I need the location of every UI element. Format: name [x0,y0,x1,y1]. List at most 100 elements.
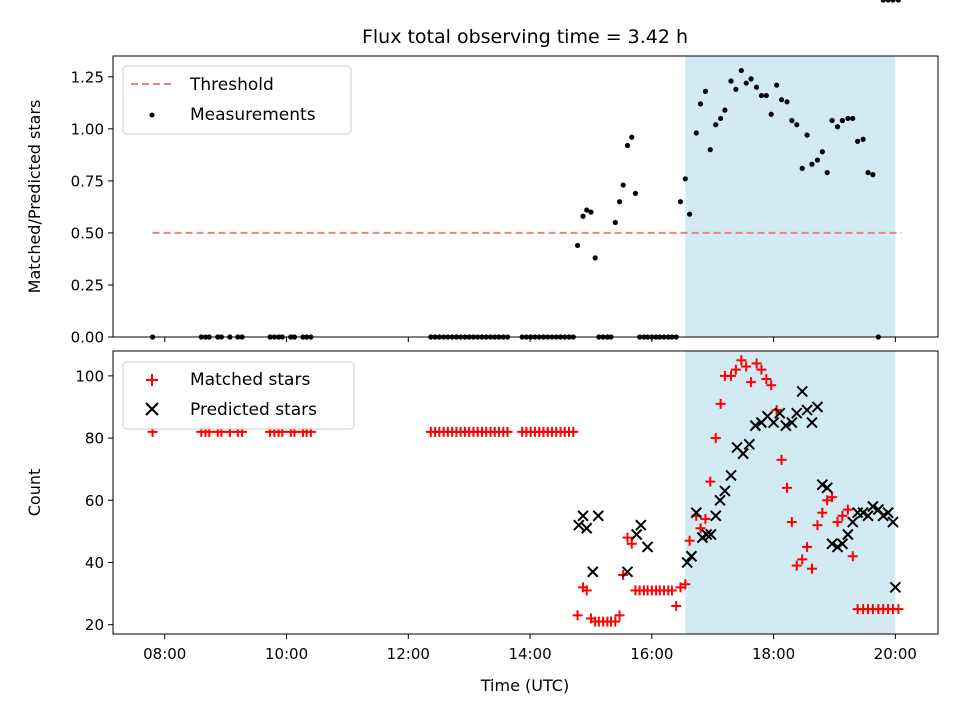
matched-point [842,504,853,515]
predicted-point [580,522,593,534]
matched-point [610,616,621,627]
predicted-point [773,407,786,419]
predicted-point [826,538,838,550]
predicted-point [780,419,792,432]
legend-matched-swatch [146,374,158,386]
measurement-point [733,86,739,92]
matched-point [502,426,513,437]
legend-predicted-label: Predicted stars [190,400,317,420]
measurement-point [799,165,805,171]
predicted-point [842,528,854,541]
measurement-point [829,117,835,124]
predicted-point [705,528,717,541]
measurement-point [620,182,626,188]
predicted-point [801,404,813,416]
measurement-point [713,122,719,128]
measurement-point [839,117,846,124]
measurement-point [885,0,891,3]
measurement-point [612,219,618,226]
x-tick-label: 12:00 [387,645,430,663]
matched-point [766,380,777,391]
measurement-point [580,213,586,219]
predicted-point [577,510,589,522]
predicted-point [700,528,713,541]
matched-point [725,370,736,381]
measurement-point [722,107,728,113]
measurement-point [819,149,825,155]
y-tick-label: 80 [85,430,104,448]
x-tick-label: 14:00 [508,645,551,663]
matched-point [817,507,828,518]
measurement-point [860,136,866,142]
predicted-point [681,556,693,569]
predicted-point [592,510,604,522]
y-tick-label: 20 [85,616,104,634]
predicted-point [719,485,731,497]
y-tick-label: 100 [75,367,104,385]
predicted-point [737,447,749,460]
matched-point [756,364,767,375]
predicted-point [811,401,824,413]
matched-point [812,520,823,531]
matched-point [791,560,802,571]
top-legend-box [122,65,352,135]
y-tick-label: 40 [85,554,104,572]
legend-measurements-label: Measurements [190,105,316,125]
measurement-point [693,130,699,136]
predicted-point [767,416,780,429]
matched-point [893,604,904,615]
predicted-point [635,519,647,531]
measurement-point [574,242,581,249]
bottom-y-axis-label: Count [25,469,44,517]
matched-point [730,364,741,375]
predicted-point [791,407,803,419]
matched-point [832,517,843,528]
predicted-point [821,482,833,494]
predicted-point [806,416,818,429]
predicted-point [573,519,585,531]
matched-point [761,373,772,384]
measurement-point [789,117,795,124]
top-shaded-span [685,56,896,337]
bottom-legend: Matched stars Predicted stars [122,361,355,430]
matched-point [666,585,677,596]
measurement-point [592,255,598,261]
matched-point [746,377,757,388]
measurement-point [738,67,744,74]
legend-matched-label: Matched stars [190,370,310,390]
matched-point [741,361,752,372]
measurement-point [890,0,896,3]
matched-point [802,541,813,552]
x-tick-label: 08:00 [143,645,186,663]
predicted-point [685,550,698,562]
measurement-point [834,124,841,130]
bottom-axes-frame [112,350,939,635]
matched-point [776,454,787,465]
measurement-point [895,0,902,3]
matched-point [700,513,711,524]
measurement-point [794,122,800,128]
matched-point [680,579,691,590]
measurement-point [632,190,638,196]
bottom-panel: 20 40 60 80 100 08:00 10:00 12:00 14:00 16:00 18:… [25,350,939,695]
measurement-point [728,78,734,84]
x-tick-label: 18:00 [752,645,795,663]
predicted-point [889,581,902,594]
matched-point [626,538,637,549]
y-tick-label: 0.75 [71,172,104,190]
predicted-point [862,510,874,522]
predicted-point [786,416,798,429]
predicted-point [836,538,849,550]
legend-threshold-label: Threshold [189,75,274,95]
predicted-point [621,566,634,578]
predicted-point [743,438,755,451]
matched-point [572,610,583,621]
measurement-point [870,172,876,178]
measurement-point [778,97,785,103]
predicted-point [710,510,722,522]
measurement-point [824,169,830,176]
bottom-shaded-span [685,351,896,634]
y-tick-label: 1.00 [71,120,104,138]
measurement-point [804,132,810,138]
